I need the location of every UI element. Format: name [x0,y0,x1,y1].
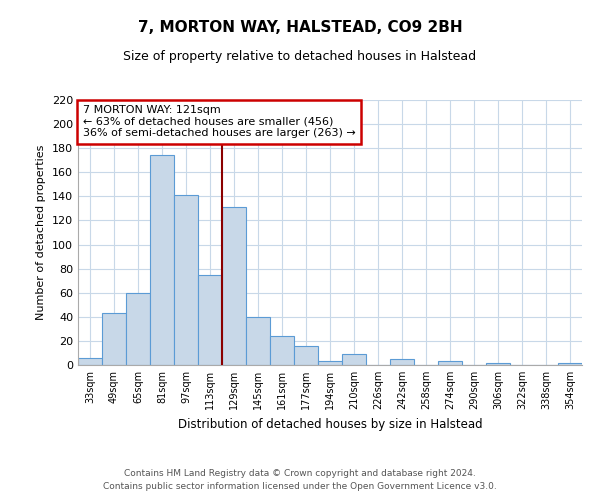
Bar [150,156,174,365]
Bar [270,336,294,365]
Bar [246,317,270,365]
Text: Size of property relative to detached houses in Halstead: Size of property relative to detached ho… [124,50,476,63]
Bar [390,359,414,365]
Text: Contains HM Land Registry data © Crown copyright and database right 2024.: Contains HM Land Registry data © Crown c… [124,468,476,477]
Text: 7 MORTON WAY: 121sqm
← 63% of detached houses are smaller (456)
36% of semi-deta: 7 MORTON WAY: 121sqm ← 63% of detached h… [83,106,356,138]
Text: Contains public sector information licensed under the Open Government Licence v3: Contains public sector information licen… [103,482,497,491]
Text: 7, MORTON WAY, HALSTEAD, CO9 2BH: 7, MORTON WAY, HALSTEAD, CO9 2BH [137,20,463,35]
Bar [558,362,582,365]
Bar [318,362,342,365]
Bar [174,195,198,365]
X-axis label: Distribution of detached houses by size in Halstead: Distribution of detached houses by size … [178,418,482,430]
Bar [198,274,222,365]
Bar [222,207,246,365]
Bar [438,362,462,365]
Bar [126,292,150,365]
Bar [294,346,318,365]
Bar [342,354,366,365]
Y-axis label: Number of detached properties: Number of detached properties [37,145,46,320]
Bar [102,313,126,365]
Bar [78,358,102,365]
Bar [486,362,510,365]
